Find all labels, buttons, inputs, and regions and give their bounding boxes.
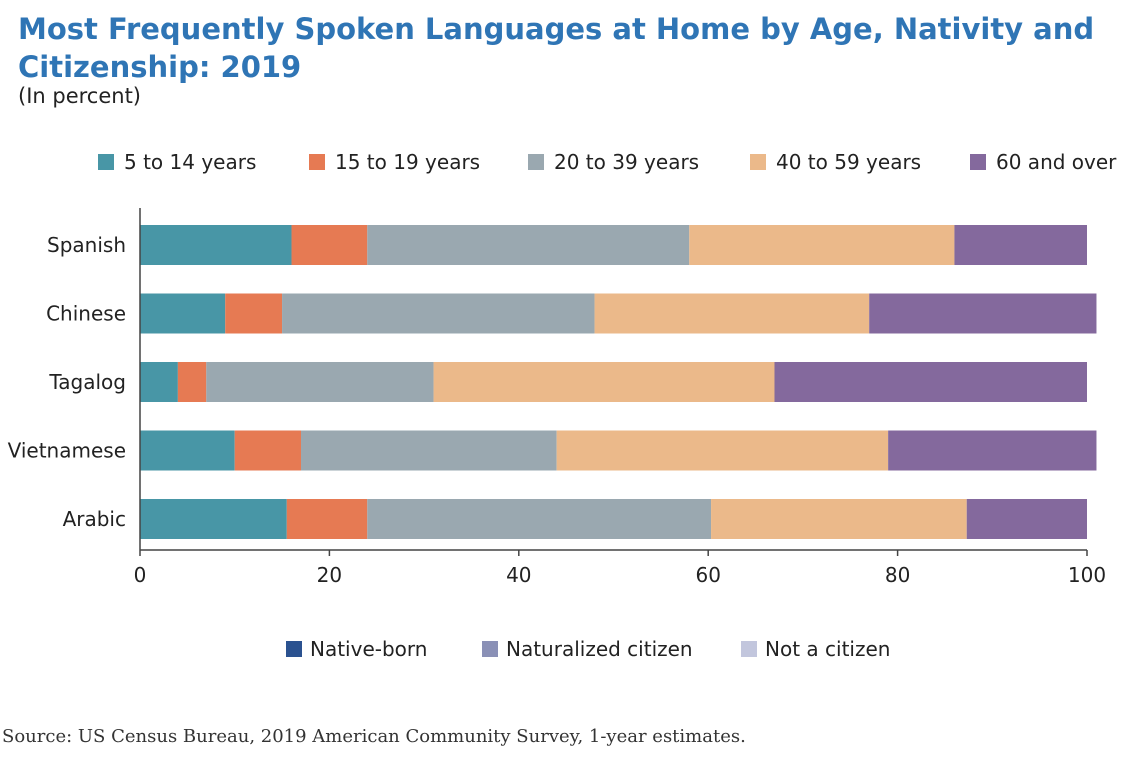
legend-label: Naturalized citizen: [506, 637, 693, 661]
chart-subtitle: (In percent): [18, 84, 141, 108]
legend-label: 15 to 19 years: [335, 150, 480, 174]
bar-segment: [689, 225, 955, 265]
legend-swatch: [482, 641, 498, 657]
category-label: Spanish: [47, 233, 126, 257]
legend-label: 40 to 59 years: [776, 150, 921, 174]
legend-swatch: [286, 641, 302, 657]
bar-segment: [954, 225, 1087, 265]
legend-label: 20 to 39 years: [554, 150, 699, 174]
category-label: Arabic: [63, 507, 126, 531]
x-tick-label: 20: [317, 563, 342, 587]
bar-segment: [140, 293, 226, 334]
x-tick-label: 40: [506, 563, 531, 587]
bar-segment: [140, 430, 235, 471]
legend-swatch: [528, 154, 544, 170]
legend-swatch: [98, 154, 114, 170]
category-label: Chinese: [46, 302, 126, 326]
source-note: Source: US Census Bureau, 2019 American …: [2, 726, 746, 747]
legend-swatch: [309, 154, 325, 170]
bar-segment: [774, 362, 1087, 402]
bar-segment: [966, 499, 1087, 539]
bar-segment: [140, 499, 287, 539]
legend-swatch: [750, 154, 766, 170]
bar-segment: [140, 225, 292, 265]
bar-segment: [286, 499, 368, 539]
bar-segment: [556, 430, 889, 471]
x-tick-label: 80: [885, 563, 910, 587]
bar-segment: [888, 430, 1097, 471]
chart-title: Most Frequently Spoken Languages at Home…: [18, 12, 1095, 84]
legend-label: 60 and over: [996, 150, 1117, 174]
category-label: Vietnamese: [8, 439, 126, 463]
legend-label: 5 to 14 years: [124, 150, 256, 174]
x-tick-label: 60: [695, 563, 720, 587]
legend-label: Native-born: [310, 637, 427, 661]
x-tick-label: 100: [1068, 563, 1106, 587]
bar-segment: [711, 499, 967, 539]
bar-segment: [367, 225, 690, 265]
bar-segment: [140, 362, 178, 402]
bar-segment: [234, 430, 301, 471]
bar-segment: [869, 293, 1097, 334]
bar-segment: [291, 225, 368, 265]
bar-segment: [206, 362, 434, 402]
category-label: Tagalog: [48, 370, 126, 394]
legend-swatch: [741, 641, 757, 657]
bar-segment: [594, 293, 870, 334]
bar-segment: [177, 362, 207, 402]
x-tick-label: 0: [134, 563, 147, 587]
legend-swatch: [970, 154, 986, 170]
legend-label: Not a citizen: [765, 637, 890, 661]
bar-segment: [433, 362, 775, 402]
bar-segment: [225, 293, 283, 334]
bar-segment: [282, 293, 595, 334]
stacked-bar-chart: 5 to 14 years 15 to 19 years 20 to 39 year…: [8, 150, 1118, 661]
bar-segment: [300, 430, 557, 471]
bar-segment: [367, 499, 712, 539]
